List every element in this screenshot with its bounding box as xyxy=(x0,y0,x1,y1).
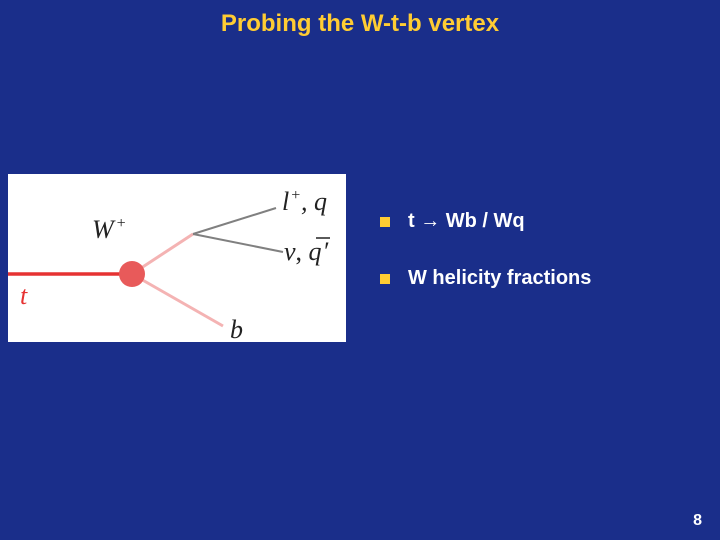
bullet-list: t → Wb / Wq W helicity fractions xyxy=(380,210,591,324)
slide-title: Probing the W-t-b vertex xyxy=(0,0,720,38)
label-b: b xyxy=(230,315,243,342)
bullet-text: t → Wb / Wq xyxy=(408,210,525,233)
bullet-text: W helicity fractions xyxy=(408,267,591,290)
label-W: W+ xyxy=(92,215,126,244)
lepton-line-1 xyxy=(193,208,276,234)
label-t: t xyxy=(20,281,28,310)
b-line xyxy=(132,274,223,326)
bullet-item: t → Wb / Wq xyxy=(380,210,591,233)
bullet-item: W helicity fractions xyxy=(380,267,591,290)
bullet-square-icon xyxy=(380,274,390,284)
lepton-line-2 xyxy=(193,234,283,252)
bullet-square-icon xyxy=(380,217,390,227)
page-number: 8 xyxy=(693,512,702,530)
label-lepton-row: l+, q xyxy=(282,187,327,216)
label-neutrino-row: ν, q′ xyxy=(284,237,329,266)
vertex-blob xyxy=(119,261,145,287)
feynman-diagram: t W+ b l+, q ν, q′ xyxy=(8,174,346,342)
